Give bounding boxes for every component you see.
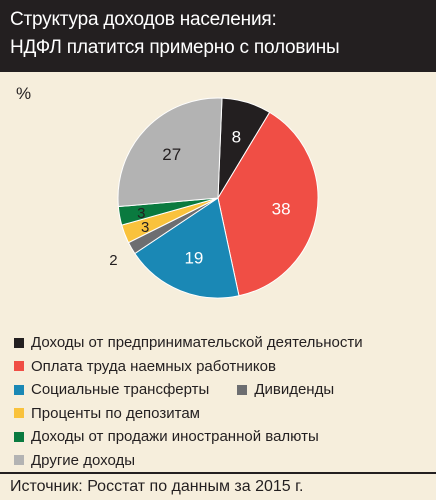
legend-row: Оплата труда наемных работников bbox=[10, 355, 430, 379]
legend-swatch bbox=[14, 384, 24, 395]
legend-item: Оплата труда наемных работников bbox=[10, 358, 276, 375]
slice-value-label: 38 bbox=[272, 200, 291, 219]
slice-value-label: 19 bbox=[184, 248, 203, 267]
legend-item: Проценты по депозитам bbox=[10, 405, 200, 422]
legend-row: Другие доходы bbox=[10, 449, 430, 473]
legend-swatch bbox=[14, 455, 24, 466]
unit-label: % bbox=[16, 84, 32, 103]
legend-swatch bbox=[14, 431, 24, 442]
legend-label: Оплата труда наемных работников bbox=[31, 357, 276, 375]
chart-title-line-2: НДФЛ платится примерно с половины bbox=[10, 37, 340, 58]
legend-row: Доходы от предпринимательской деятельнос… bbox=[10, 331, 430, 355]
chart-legend: Доходы от предпринимательской деятельнос… bbox=[10, 331, 430, 472]
pie-slice bbox=[134, 197, 240, 299]
legend-swatch bbox=[14, 408, 24, 419]
slice-value-label: 2 bbox=[109, 252, 117, 269]
pie-slice bbox=[117, 97, 223, 208]
slice-value-label: 27 bbox=[162, 145, 181, 164]
legend-label: Социальные трансферты bbox=[31, 381, 210, 399]
legend-row: Социальные трансферты Дивиденды bbox=[10, 378, 430, 402]
legend-item: Доходы от продажи иностранной валюты bbox=[10, 428, 319, 445]
legend-swatch bbox=[237, 384, 248, 395]
slice-value-label: 3 bbox=[141, 219, 149, 236]
source-note: Источник: Росстат по данным за 2015 г. bbox=[0, 472, 436, 500]
slice-value-label: 3 bbox=[137, 205, 145, 222]
legend-row: Доходы от продажи иностранной валюты bbox=[10, 425, 430, 449]
legend-label: Дивиденды bbox=[254, 381, 335, 399]
chart-title-line-1: Структура доходов населения: bbox=[10, 9, 277, 30]
legend-item: Другие доходы bbox=[10, 452, 135, 469]
legend-item: Дивиденды bbox=[233, 381, 334, 398]
legend-label: Доходы от предпринимательской деятельнос… bbox=[31, 334, 363, 352]
legend-row: Проценты по депозитам bbox=[10, 402, 430, 426]
pie-slice bbox=[217, 111, 319, 297]
pie-chart: 8 38 19 2 33 27 bbox=[109, 97, 319, 299]
legend-item: Доходы от предпринимательской деятельнос… bbox=[10, 334, 363, 351]
legend-label: Другие доходы bbox=[31, 451, 135, 469]
legend-label: Доходы от продажи иностранной валюты bbox=[31, 428, 319, 446]
chart-header: Структура доходов населения: НДФЛ платит… bbox=[0, 0, 436, 72]
legend-label: Проценты по депозитам bbox=[31, 404, 200, 422]
legend-item: Социальные трансферты bbox=[10, 381, 209, 398]
legend-swatch bbox=[14, 361, 24, 372]
legend-swatch bbox=[14, 337, 24, 348]
slice-value-label: 8 bbox=[232, 128, 241, 147]
